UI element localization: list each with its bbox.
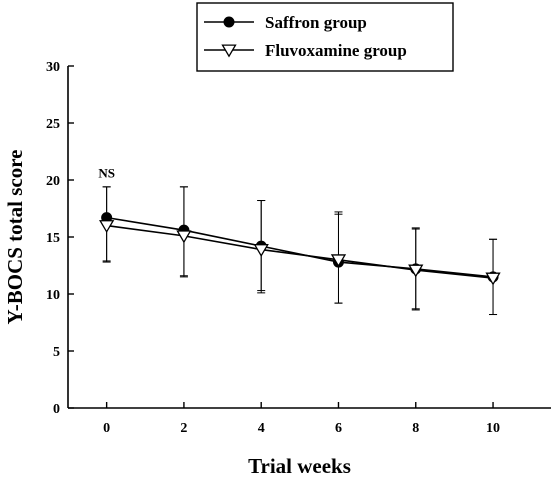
y-tick-label: 30 — [46, 60, 60, 75]
y-tick-label: 5 — [53, 345, 60, 360]
legend-label: Saffron group — [265, 13, 367, 32]
x-tick-label: 6 — [335, 421, 342, 436]
y-axis-label: Y-BOCS total score — [3, 150, 27, 325]
legend-marker — [223, 16, 235, 28]
series-layer — [99, 186, 501, 316]
legend-box — [196, 2, 454, 72]
legend-item: Saffron group — [204, 13, 367, 32]
data-point — [485, 272, 501, 286]
data-point — [99, 220, 115, 234]
data-point — [330, 254, 347, 268]
x-tick-label: 4 — [258, 421, 265, 436]
data-point — [408, 264, 424, 278]
series-line — [106, 224, 494, 279]
x-tick-label: 10 — [486, 421, 500, 436]
x-tick-label: 8 — [412, 421, 419, 436]
y-tick-label: 25 — [46, 117, 60, 132]
x-tick-label: 0 — [103, 421, 110, 436]
series-2 — [99, 186, 501, 316]
series-line — [106, 216, 494, 278]
y-tick-label: 20 — [46, 174, 60, 189]
x-tick-label: 2 — [180, 421, 187, 436]
legend: Saffron group Fluvoxamine group — [196, 2, 454, 72]
legend-marker — [221, 44, 237, 58]
legend-item: Fluvoxamine group — [204, 41, 407, 60]
legend-label: Fluvoxamine group — [265, 41, 407, 60]
y-tick-label: 10 — [46, 288, 60, 303]
data-point — [176, 230, 192, 244]
series-1 — [101, 186, 499, 316]
data-point — [253, 244, 269, 257]
ns-annotation: NS — [98, 166, 115, 181]
y-tick-label: 15 — [46, 231, 60, 246]
x-axis-label: Trial weeks — [248, 454, 351, 478]
axes: 0 5 10 15 20 25 30 0 2 4 6 8 10 — [46, 60, 551, 436]
y-tick-label: 0 — [53, 402, 60, 417]
